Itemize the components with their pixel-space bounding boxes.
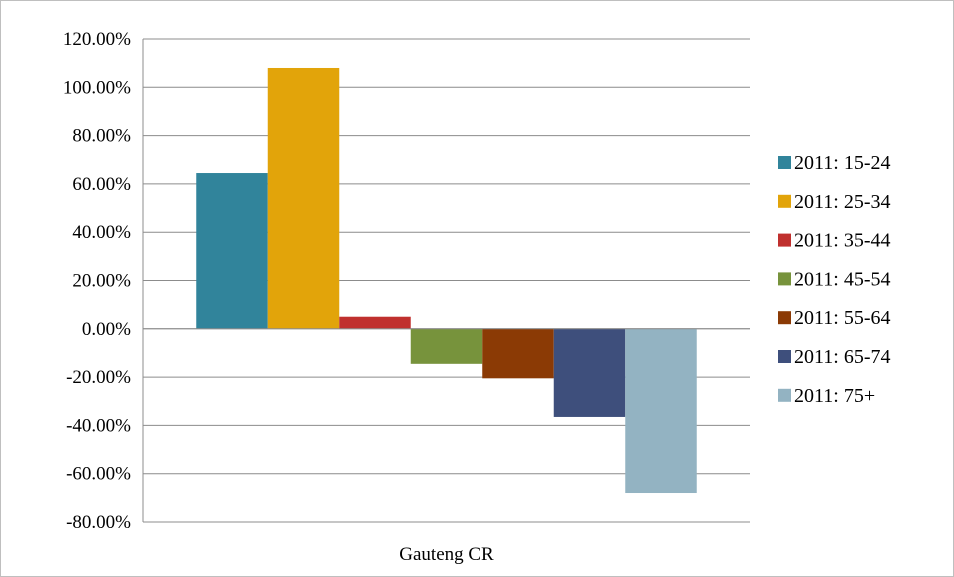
legend-label: 2011: 75+: [794, 385, 875, 407]
legend: 2011: 15-24 2011: 25-34 2011: 35-44 2011: 4…: [778, 152, 890, 407]
legend-label: 2011: 15-24: [794, 152, 890, 174]
y-axis-tick-labels: 120.00% 100.00% 80.00% 60.00% 40.00% 20.00% 0.…: [63, 29, 131, 533]
legend-swatch: [778, 350, 791, 363]
y-tick-label: 80.00%: [72, 126, 131, 147]
legend-label: 2011: 55-64: [794, 307, 890, 329]
y-tick-label: -80.00%: [66, 512, 131, 533]
legend-swatch: [778, 233, 791, 247]
y-tick-label: 20.00%: [72, 271, 131, 292]
y-tick-label: -20.00%: [66, 367, 131, 388]
legend-label: 2011: 25-34: [794, 191, 890, 213]
bars: [196, 67, 697, 494]
bar-2011-45-54: [410, 328, 483, 364]
legend-swatch: [778, 156, 791, 169]
legend-swatch: [778, 194, 791, 208]
bar-2011-35-44: [339, 316, 411, 329]
y-tick-label: 120.00%: [63, 29, 131, 50]
legend-label: 2011: 45-54: [794, 268, 890, 290]
x-category-label: Gauteng CR: [399, 544, 494, 565]
legend-swatch: [778, 272, 791, 286]
y-tick-label: 60.00%: [72, 174, 131, 195]
y-tick-label: 0.00%: [82, 319, 131, 340]
bar-2011-15-24: [196, 173, 268, 329]
bar-2011-25-34: [267, 67, 340, 329]
y-tick-label: -40.00%: [66, 415, 131, 436]
bar-2011-55-64: [482, 328, 554, 379]
legend-label: 2011: 35-44: [794, 230, 890, 252]
x-axis: Gauteng CR: [143, 328, 750, 565]
y-tick-label: 100.00%: [63, 77, 131, 98]
legend-swatch: [778, 311, 791, 325]
legend-label: 2011: 65-74: [794, 346, 890, 368]
bar-2011-65-74: [553, 328, 626, 417]
legend-swatch: [778, 388, 791, 402]
y-tick-label: -60.00%: [66, 464, 131, 485]
y-tick-label: 40.00%: [72, 222, 131, 243]
bar-2011-75plus: [625, 328, 697, 494]
